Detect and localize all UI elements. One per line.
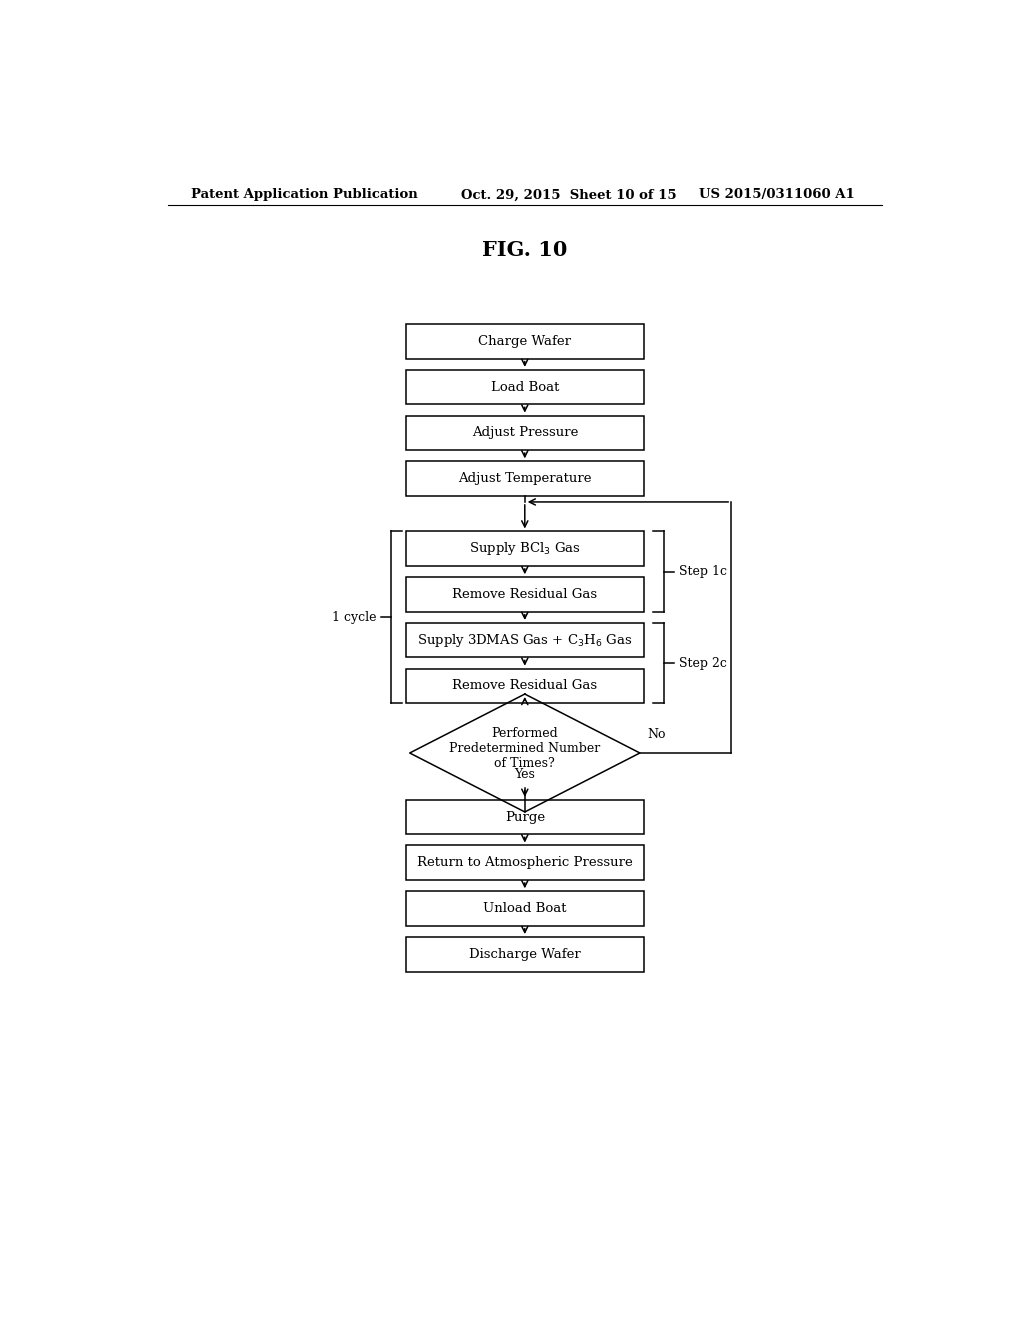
Bar: [406, 532, 644, 566]
Text: Yes: Yes: [514, 768, 536, 781]
Text: FIG. 10: FIG. 10: [482, 240, 567, 260]
Bar: [406, 370, 644, 404]
Text: Patent Application Publication: Patent Application Publication: [191, 189, 418, 202]
Text: Remove Residual Gas: Remove Residual Gas: [453, 587, 597, 601]
Bar: [406, 325, 644, 359]
Text: Adjust Pressure: Adjust Pressure: [472, 426, 578, 440]
Bar: [406, 937, 644, 972]
Text: Return to Atmospheric Pressure: Return to Atmospheric Pressure: [417, 857, 633, 870]
Text: Adjust Temperature: Adjust Temperature: [458, 473, 592, 484]
Bar: [406, 891, 644, 925]
Text: Step 1c: Step 1c: [679, 565, 727, 578]
Text: Oct. 29, 2015  Sheet 10 of 15: Oct. 29, 2015 Sheet 10 of 15: [461, 189, 677, 202]
Bar: [406, 623, 644, 657]
Bar: [406, 846, 644, 880]
Bar: [406, 461, 644, 496]
Text: Supply 3DMAS Gas + C$_3$H$_6$ Gas: Supply 3DMAS Gas + C$_3$H$_6$ Gas: [417, 632, 633, 648]
Text: Performed
Predetermined Number
of Times?: Performed Predetermined Number of Times?: [450, 727, 600, 771]
Text: Charge Wafer: Charge Wafer: [478, 335, 571, 348]
Bar: [406, 800, 644, 834]
Text: No: No: [648, 727, 667, 741]
Text: Purge: Purge: [505, 810, 545, 824]
Bar: [406, 577, 644, 611]
Text: Discharge Wafer: Discharge Wafer: [469, 948, 581, 961]
Bar: [406, 416, 644, 450]
Text: Step 2c: Step 2c: [679, 656, 727, 669]
Text: Remove Residual Gas: Remove Residual Gas: [453, 680, 597, 693]
Text: 1 cycle: 1 cycle: [332, 611, 377, 624]
Text: US 2015/0311060 A1: US 2015/0311060 A1: [699, 189, 855, 202]
Text: Unload Boat: Unload Boat: [483, 902, 566, 915]
Bar: [406, 669, 644, 704]
Text: Load Boat: Load Boat: [490, 380, 559, 393]
Text: Supply BCl$_3$ Gas: Supply BCl$_3$ Gas: [469, 540, 581, 557]
